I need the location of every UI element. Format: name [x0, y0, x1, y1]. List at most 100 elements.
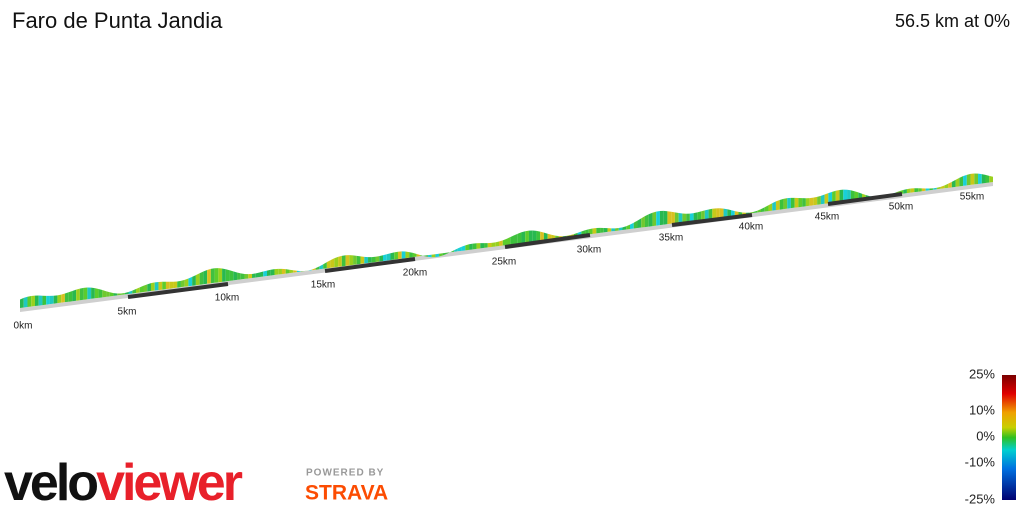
profile-segment — [633, 220, 638, 229]
profile-segment — [502, 238, 507, 246]
profile-segment — [128, 290, 133, 294]
profile-segment — [521, 231, 526, 244]
profile-segment — [779, 198, 784, 210]
km-band — [324, 257, 416, 273]
profile-segment — [757, 209, 761, 213]
profile-segment — [150, 282, 155, 292]
profile-segment — [435, 253, 440, 258]
profile-segment — [199, 271, 204, 285]
profile-segment — [169, 281, 174, 289]
profile-segment — [659, 210, 664, 226]
profile-segment — [237, 272, 241, 280]
profile-segment — [431, 254, 436, 258]
legend-label: 10% — [969, 402, 995, 417]
profile-segment — [356, 255, 361, 265]
profile-segment — [368, 257, 372, 263]
profile-segment — [154, 281, 159, 291]
profile-segment — [835, 189, 840, 203]
profile-segment — [955, 177, 960, 187]
profile-segment — [513, 233, 518, 245]
profile-segment — [951, 179, 956, 188]
profile-segment — [416, 253, 421, 257]
profile-segment — [510, 235, 514, 245]
profile-segment — [300, 271, 305, 272]
profile-segment — [334, 256, 339, 268]
profile-segment — [341, 255, 346, 267]
gradient-legend: 25% 10% 0% -10% -25% — [965, 366, 996, 506]
profile-segment — [940, 185, 945, 189]
profile-segment — [139, 285, 144, 293]
profile-segment — [817, 195, 821, 205]
profile-segment — [263, 270, 267, 277]
profile-segment — [528, 230, 533, 243]
profile-segment — [966, 173, 971, 186]
profile-segment — [158, 281, 163, 291]
profile-segment — [143, 284, 148, 293]
legend-label: 0% — [976, 428, 995, 443]
profile-segment — [278, 268, 282, 275]
profile-segment — [693, 212, 698, 221]
profile-segment — [671, 211, 675, 224]
profile-segment — [936, 186, 941, 190]
profile-segment — [446, 252, 451, 254]
profile-segment — [248, 273, 253, 279]
profile-segment — [499, 240, 503, 246]
profile-segment — [49, 295, 54, 305]
profile-segment — [210, 268, 215, 284]
distance-label: 50km — [889, 202, 913, 213]
profile-segment — [480, 243, 485, 249]
profile-segment — [491, 242, 496, 247]
profile-segment — [622, 226, 627, 230]
profile-segment — [929, 188, 934, 191]
profile-segment — [225, 269, 230, 282]
profile-segment — [109, 292, 114, 297]
km-band — [827, 192, 903, 206]
profile-segment — [353, 255, 357, 265]
profile-segment — [330, 258, 335, 268]
profile-segment — [177, 280, 181, 288]
profile-segment — [989, 175, 993, 183]
profile-segment — [963, 174, 967, 186]
profile-segment — [345, 255, 350, 266]
profile-segment — [727, 209, 732, 217]
profile-segment — [948, 181, 952, 188]
profile-segment — [255, 272, 260, 278]
profile-segment — [682, 213, 687, 223]
summary: 56.5 km at 0% — [895, 11, 1010, 31]
profile-segment — [476, 243, 481, 249]
title: Faro de Punta Jandia — [12, 8, 223, 33]
profile-segment — [207, 268, 211, 284]
profile-segment — [98, 288, 103, 298]
profile-segment — [203, 269, 208, 285]
profile-segment — [364, 256, 369, 264]
profile-segment — [809, 197, 814, 206]
profile-segment — [304, 270, 309, 272]
profile-segment — [847, 189, 851, 201]
profile-segment — [704, 209, 709, 220]
profile-segment — [723, 208, 728, 217]
distance-label: 30km — [577, 245, 601, 256]
profile-segment — [244, 273, 249, 279]
profile-segment — [397, 251, 402, 260]
profile-segment — [734, 211, 739, 216]
logo-velo: velo — [4, 454, 97, 512]
profile-segment — [461, 245, 466, 251]
profile-segment — [839, 189, 844, 202]
profile-segment — [53, 295, 58, 304]
profile-segment — [663, 210, 668, 225]
profile-segment — [450, 250, 455, 253]
gradient-scale — [1002, 375, 1016, 500]
profile-segment — [592, 228, 597, 234]
profile-segment — [76, 288, 80, 301]
profile-segment — [832, 190, 836, 203]
profile-segment — [252, 273, 256, 278]
profile-segment — [465, 244, 470, 251]
profile-segment — [543, 232, 548, 241]
profile-segment — [775, 199, 780, 211]
profile-segment — [540, 231, 544, 241]
profile-segment — [978, 173, 982, 184]
profile-segment — [57, 294, 62, 304]
distance-label: 25km — [492, 257, 516, 268]
